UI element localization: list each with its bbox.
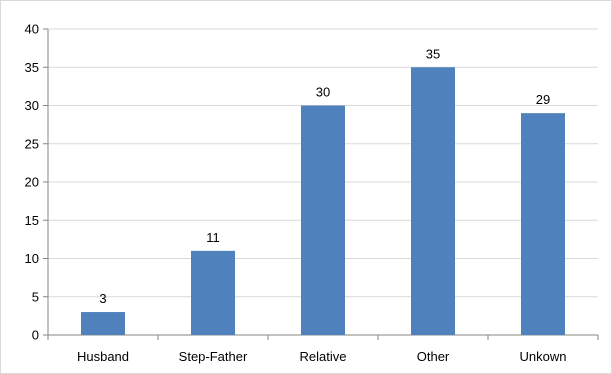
data-label: 3 [99,291,106,306]
data-label: 30 [316,85,330,100]
data-label: 29 [536,92,550,107]
y-tick-label: 20 [25,175,39,190]
y-tick-label: 0 [32,328,39,343]
x-tick-label: Unkown [520,349,567,364]
x-tick-label: Other [417,349,450,364]
y-tick-label: 40 [25,22,39,37]
y-tick-label: 25 [25,136,39,151]
x-tick-label: Step-Father [179,349,248,364]
bar-relative [301,106,345,336]
bar-other [411,67,455,335]
y-axis: 0 5 10 15 20 25 30 35 40 [25,22,48,343]
y-tick-label: 15 [25,213,39,228]
bars [81,67,565,335]
data-label: 11 [206,230,220,245]
y-tick-label: 30 [25,98,39,113]
bar-step-father [191,251,235,335]
bar-unkown [521,113,565,335]
x-tick-label: Husband [77,349,129,364]
bar-husband [81,312,125,335]
x-tick-label: Relative [300,349,347,364]
x-axis: Husband Step-Father Relative Other Unkown [48,335,598,364]
data-label: 35 [426,46,440,61]
y-tick-label: 10 [25,251,39,266]
y-tick-label: 35 [25,60,39,75]
y-tick-label: 5 [32,289,39,304]
